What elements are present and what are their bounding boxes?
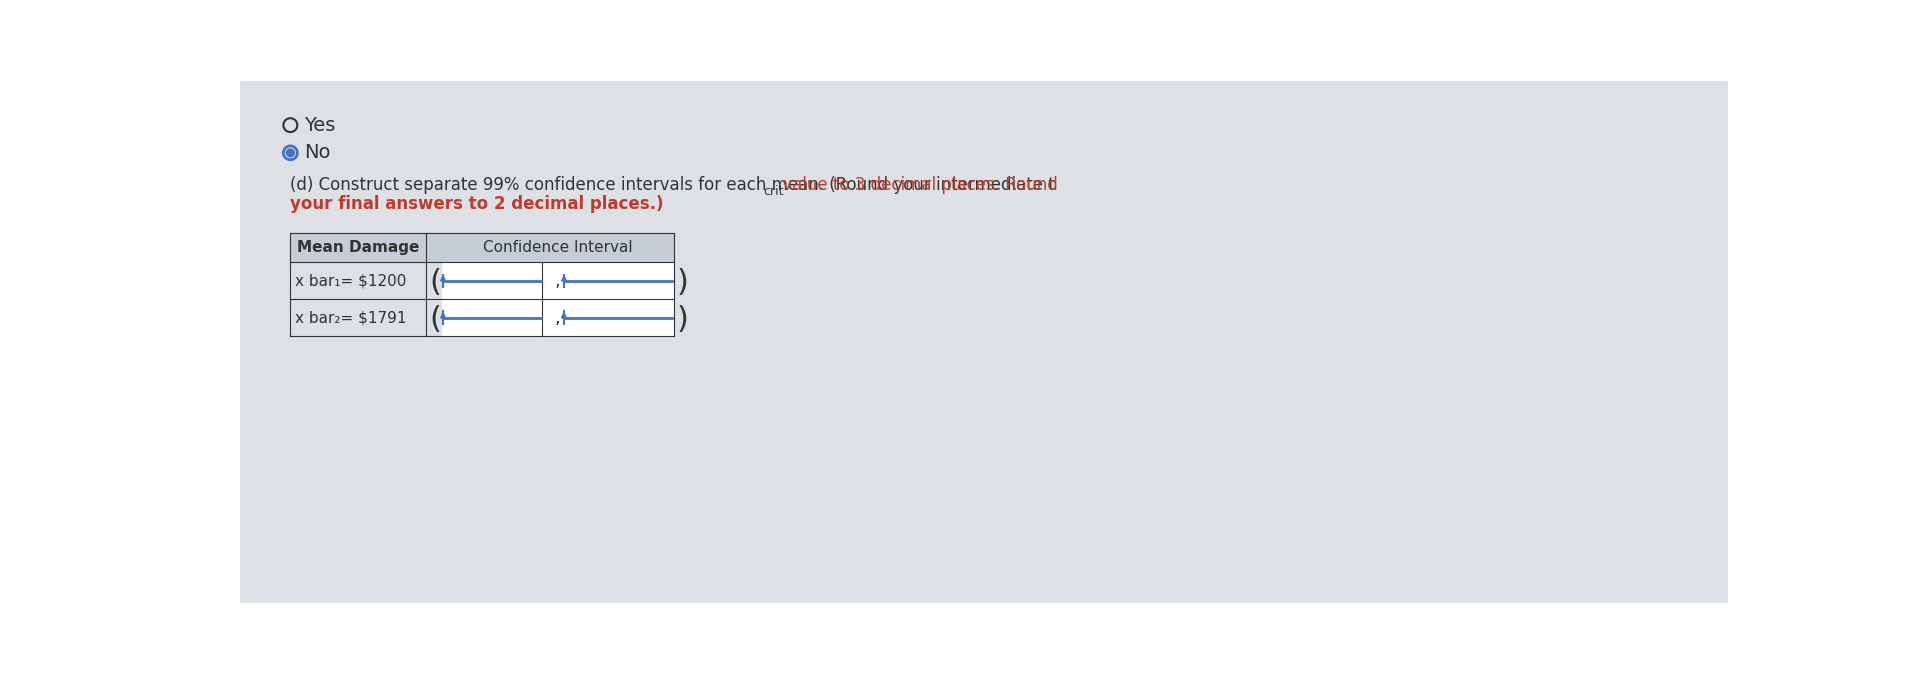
Text: No: No [305,144,330,162]
Bar [426,233,674,262]
Bar [442,299,674,336]
Text: your final answers to 2 decimal places.): your final answers to 2 decimal places.) [290,195,664,213]
Text: x bar₁= $1200: x bar₁= $1200 [296,274,407,288]
Text: (: ( [428,267,442,297]
Text: value to 3 decimal places. Round: value to 3 decimal places. Round [778,177,1058,194]
Text: (d) Construct separate 99% confidence intervals for each mean. (Round your inter: (d) Construct separate 99% confidence in… [290,177,1056,194]
Bar [442,262,674,299]
Text: (: ( [428,305,442,334]
Text: Mean Damage: Mean Damage [298,240,419,255]
Circle shape [286,149,294,156]
Bar [290,233,426,262]
Text: ): ) [676,267,687,297]
Text: crit: crit [762,185,783,198]
Text: ): ) [676,305,687,334]
Text: Confidence Interval: Confidence Interval [484,240,632,255]
Text: ,: , [555,271,561,290]
Text: ,: , [555,309,561,326]
Text: x bar₂= $1791: x bar₂= $1791 [296,310,407,325]
Text: Yes: Yes [305,116,336,135]
